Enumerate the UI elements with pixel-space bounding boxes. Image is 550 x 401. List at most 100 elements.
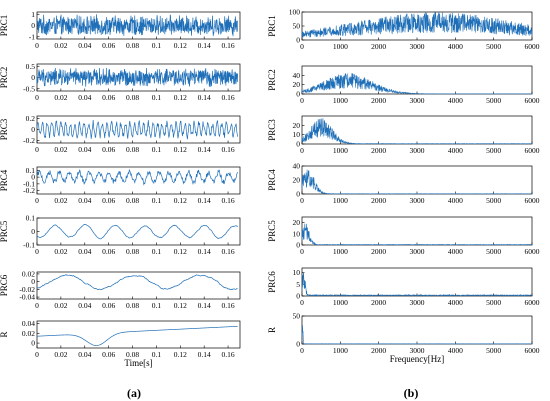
x-tick-label: 0.16 (221, 350, 234, 359)
y-tick-label: 5 (296, 280, 300, 289)
y-tick-label: -0.2 (23, 136, 35, 145)
y-tick-label: -0.5 (23, 84, 35, 93)
y-tick-label: -0.1 (23, 241, 35, 250)
x-tick-label: 4000 (448, 346, 463, 355)
y-tick-label: 20 (293, 176, 301, 185)
series-line-prc3 (36, 119, 238, 140)
series-label: PRC5 (0, 220, 9, 242)
x-tick-label: 0.12 (174, 145, 187, 154)
x-tick-label: 0.04 (78, 145, 91, 154)
x-tick-label: 0 (35, 350, 39, 359)
y-tick-label: 0 (31, 173, 35, 182)
x-tick-label: 6000 (525, 96, 540, 105)
x-tick-label: 1000 (333, 196, 348, 205)
x-tick-label: 0.12 (174, 93, 187, 102)
x-tick-label: 2000 (371, 146, 386, 155)
x-tick-label: 0.02 (54, 93, 67, 102)
x-tick-label: 0.12 (174, 350, 187, 359)
x-tick-label: 0.04 (78, 350, 91, 359)
series-line-prc5 (301, 223, 533, 246)
x-tick-label: 0.1 (152, 247, 162, 256)
series-label: PRC3 (0, 118, 9, 140)
x-tick-label: 3000 (410, 96, 425, 105)
series-line-prc1 (301, 12, 533, 38)
x-tick-label: 0.12 (174, 196, 187, 205)
series-line-prc1 (36, 14, 238, 37)
x-tick-label: 2000 (371, 96, 386, 105)
x-tick-label: 4000 (448, 42, 463, 51)
x-tick-label: 0.14 (198, 301, 211, 310)
series-label: PRC2 (0, 67, 9, 89)
axes-box (36, 217, 241, 246)
x-tick-label: 0.08 (126, 196, 139, 205)
series-line-prc3 (301, 118, 533, 145)
x-tick-label: 6000 (525, 146, 540, 155)
x-tick-label: 0.12 (174, 247, 187, 256)
x-tick-label: 2000 (371, 346, 386, 355)
x-tick-label: 0 (300, 196, 304, 205)
series-label: PRC3 (267, 119, 277, 141)
x-tick-label: 0 (300, 346, 304, 355)
y-tick-label: 0 (31, 73, 35, 82)
y-tick-label: 0.02 (22, 329, 35, 338)
x-tick-label: 4000 (448, 146, 463, 155)
x-tick-label: 0 (35, 41, 39, 50)
axes-box (36, 271, 241, 300)
x-tick-label: 0.06 (102, 145, 115, 154)
x-tick-label: 3000 (410, 146, 425, 155)
x-tick-label: 0.04 (78, 41, 91, 50)
y-tick-label: 0 (296, 340, 300, 349)
x-tick-label: 0 (300, 42, 304, 51)
series-label: PRC1 (267, 15, 277, 37)
series-line-prc2 (301, 73, 533, 95)
y-tick-label: 10 (293, 268, 301, 277)
x-tick-label: 0.16 (221, 301, 234, 310)
x-tick-label: 0.1 (152, 301, 162, 310)
x-tick-label: 0.14 (198, 41, 211, 50)
x-tick-label: 0.02 (54, 41, 67, 50)
y-tick-label: 20 (293, 121, 301, 130)
x-tick-label: 5000 (486, 42, 501, 51)
x-tick-label: 4000 (448, 96, 463, 105)
subplot-r: R00.020.040 0.02 0.04 0.06 0.08 0.1 0.12 0.14 0.… (0, 319, 241, 359)
y-tick-label: 0.1 (26, 214, 36, 223)
y-tick-label: 0.04 (22, 319, 35, 328)
x-tick-label: 0.14 (198, 247, 211, 256)
subplot-prc2: PRC2-0.500.50 0.02 0.04 0.06 0.08 0.1 0.12 0.14… (0, 62, 241, 102)
series-label: PRC2 (267, 69, 277, 91)
axes-box (301, 315, 533, 345)
y-tick-label: 20 (293, 80, 301, 89)
subplot-prc5: PRC5-0.100.10 0.02 0.04 0.06 0.08 0.1 0.12 0.14… (0, 214, 241, 256)
x-tick-label: 0.08 (126, 247, 139, 256)
subplot-prc4: PRC4 -0.2-0.100.10 0.02 0.04 0.06 0.08 0.1 0.12… (0, 166, 241, 205)
x-tick-label: 6000 (525, 196, 540, 205)
x-axis-label: Time[s] (124, 358, 152, 368)
x-tick-label: 0.12 (174, 41, 187, 50)
x-tick-label: 0.16 (221, 196, 234, 205)
series-label: PRC6 (267, 271, 277, 293)
axes-box (301, 165, 533, 195)
x-tick-label: 6000 (525, 298, 540, 307)
x-tick-label: 0.1 (152, 350, 162, 359)
x-tick-label: 0.06 (102, 41, 115, 50)
x-tick-label: 0.02 (54, 350, 67, 359)
x-tick-label: 4000 (448, 196, 463, 205)
x-tick-label: 3000 (410, 42, 425, 51)
y-tick-label: -0.04 (19, 293, 35, 302)
y-tick-label: 50 (293, 312, 301, 321)
x-tick-label: 0 (300, 146, 304, 155)
x-tick-label: 0.04 (78, 196, 91, 205)
y-tick-label: -0.1 (23, 179, 35, 188)
x-tick-label: 1000 (333, 146, 348, 155)
x-tick-label: 0 (300, 96, 304, 105)
series-line-prc2 (36, 67, 238, 87)
axes-box (36, 166, 241, 195)
x-tick-label: 0.12 (174, 301, 187, 310)
y-tick-label: 0.2 (26, 114, 36, 123)
x-tick-label: 0.04 (78, 247, 91, 256)
